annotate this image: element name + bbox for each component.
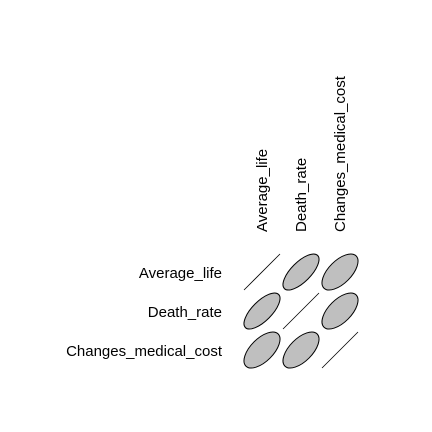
cell-changes-medical-cost-changes-medical-cost [321, 331, 359, 369]
row-label-average-life: Average_life [139, 265, 222, 282]
cell-changes-medical-cost-average-life [243, 331, 281, 369]
cell-average-life-changes-medical-cost [321, 253, 359, 291]
cell-death-rate-death-rate [282, 292, 320, 330]
column-label-death-rate: Death_rate [293, 158, 310, 232]
row-labels: Average_life Death_rate Changes_medical_… [66, 265, 223, 360]
row-label-changes-medical-cost: Changes_medical_cost [66, 343, 223, 360]
correlation-cells [243, 253, 359, 369]
cell-death-rate-average-life [243, 292, 281, 330]
column-label-changes-medical-cost: Changes_medical_cost [332, 75, 349, 232]
cell-death-rate-changes-medical-cost [321, 292, 359, 330]
cell-average-life-death-rate [282, 253, 320, 291]
cell-average-life-average-life [243, 253, 281, 291]
column-labels: Average_life Death_rate Changes_medical_… [254, 75, 349, 232]
column-label-average-life: Average_life [254, 149, 271, 232]
cell-changes-medical-cost-death-rate [282, 331, 320, 369]
row-label-death-rate: Death_rate [148, 304, 222, 321]
